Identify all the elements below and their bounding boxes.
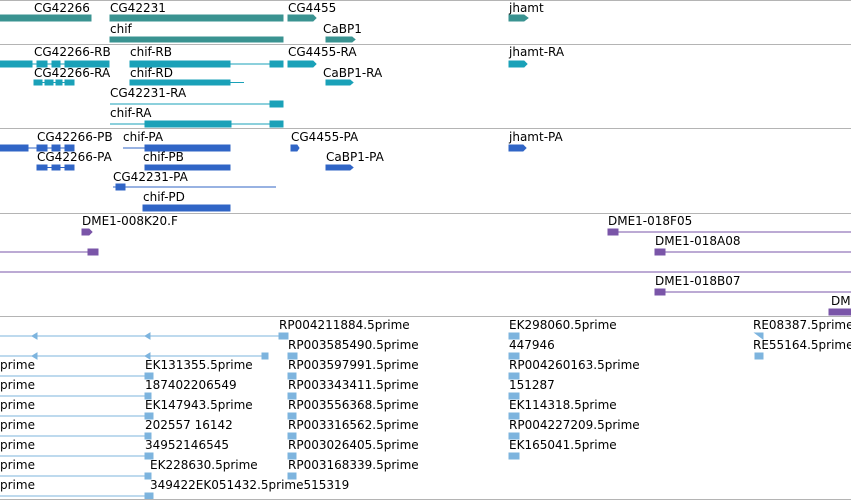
feature-label[interactable]: CaBP1 [323, 22, 362, 36]
feature-label[interactable]: chif-PB [143, 150, 184, 164]
track-separator [0, 0, 851, 1]
protein-jhamt-PA[interactable] [508, 144, 527, 152]
track-separator [0, 499, 851, 500]
transcript-track-glyphs [0, 60, 528, 128]
feature-label[interactable]: 447946 [509, 338, 555, 352]
feature-label[interactable]: chif-PA [123, 130, 164, 144]
feature-label[interactable]: CG42231-PA [113, 170, 188, 184]
feature-label[interactable]: RP003168339.5prime [288, 458, 419, 472]
feature-label[interactable]: prime [0, 438, 35, 452]
feature-label[interactable]: 151287 [509, 378, 555, 392]
feature-label[interactable]: RE08387.5prime [753, 318, 851, 332]
feature-label[interactable]: chif-PD [143, 190, 185, 204]
feature-label[interactable]: EK114318.5prime [509, 398, 617, 412]
feature-label[interactable]: CG42231 [110, 1, 166, 15]
protein-CG42266-PB[interactable] [0, 144, 29, 152]
feature-label[interactable]: prime [0, 458, 35, 472]
track-separator [0, 316, 851, 317]
feature-label[interactable]: jhamt-PA [509, 130, 563, 144]
est-RP003585490[interactable] [287, 352, 298, 360]
bac-DME1-008K20.F[interactable] [81, 228, 93, 236]
transcript-jhamt-RA[interactable] [508, 60, 528, 68]
feature-label[interactable]: chif-RD [130, 66, 174, 80]
feature-label[interactable]: EK298060.5prime [509, 318, 617, 332]
track-separator [0, 213, 851, 214]
gene-CG4455[interactable] [287, 14, 317, 22]
feature-label[interactable]: CG4455-PA [291, 130, 359, 144]
est-447946[interactable] [508, 352, 520, 360]
feature-label[interactable]: chif [110, 22, 132, 36]
feature-label[interactable]: CG42266-RA [34, 66, 111, 80]
feature-label[interactable]: jhamt-RA [509, 45, 565, 59]
feature-label[interactable]: CaBP1-PA [326, 150, 384, 164]
feature-label[interactable]: DME1-008K20.F [82, 214, 178, 228]
transcript-chif-RD[interactable] [129, 79, 231, 86]
gene-jhamt[interactable] [508, 14, 529, 22]
feature-label[interactable]: RP003556368.5prime [288, 398, 419, 412]
protein-CG4455-PA[interactable] [290, 144, 300, 152]
feature-label[interactable]: RP003316562.5prime [288, 418, 419, 432]
transcript-CG4455-RA[interactable] [287, 60, 317, 68]
transcript-CG42266-RB[interactable] [0, 60, 33, 68]
feature-label[interactable]: EK165041.5prime [509, 438, 617, 452]
gene-track-glyphs [0, 14, 529, 43]
feature-label[interactable]: DME1-018F05 [608, 214, 693, 228]
track-separator [0, 44, 851, 45]
feature-label[interactable]: CG4455-RA [288, 45, 357, 59]
feature-label[interactable]: CG42266 [34, 1, 90, 15]
feature-label[interactable]: CG42266-PA [37, 150, 112, 164]
feature-label[interactable]: prime [0, 398, 35, 412]
feature-label[interactable]: RP004211884.5prime [279, 318, 410, 332]
feature-label[interactable]: EK228630.5prime [150, 458, 258, 472]
est-EK298060[interactable] [508, 332, 520, 340]
feature-label[interactable]: RP003026405.5prime [288, 438, 419, 452]
protein-chif-PB[interactable] [144, 164, 231, 171]
feature-label[interactable]: prime [0, 378, 35, 392]
feature-label[interactable]: prime [0, 478, 35, 492]
est-track-glyphs [0, 332, 764, 500]
feature-label[interactable]: RP003343411.5prime [288, 378, 419, 392]
protein-track-glyphs [0, 144, 527, 212]
transcript-CaBP1-RA[interactable] [325, 79, 354, 86]
feature-label[interactable]: 187402206549 [145, 378, 237, 392]
gene-CG42231[interactable] [109, 14, 284, 22]
feature-label[interactable]: RP004227209.5prime [509, 418, 640, 432]
feature-label[interactable]: CaBP1-RA [323, 66, 383, 80]
feature-label[interactable]: prime [0, 358, 35, 372]
feature-label[interactable]: chif-RB [130, 45, 173, 59]
feature-label[interactable]: RE55164.5prime [753, 338, 851, 352]
feature-label[interactable]: CG42266-PB [37, 130, 113, 144]
feature-label[interactable]: DME1-018A08 [655, 234, 741, 248]
feature-label[interactable]: jhamt [509, 1, 544, 15]
protein-chif-PD[interactable] [142, 204, 231, 212]
est-RE55164[interactable] [754, 352, 764, 360]
feature-label[interactable]: 349422EK051432.5prime515319 [150, 478, 350, 492]
feature-label[interactable]: RP003597991.5prime [288, 358, 419, 372]
feature-label[interactable]: 34952146545 [145, 438, 229, 452]
est-RE08387[interactable] [753, 332, 764, 340]
feature-label[interactable]: DME1-018B07 [655, 274, 741, 288]
feature-label[interactable]: CG42266-RB [34, 45, 111, 59]
feature-label[interactable]: 202557 16142 [145, 418, 233, 432]
bac-clone-track-glyphs [0, 228, 851, 316]
feature-label[interactable]: EK147943.5prime [145, 398, 253, 412]
feature-label[interactable]: CG42231-RA [110, 86, 187, 100]
feature-label[interactable]: CG4455 [288, 1, 337, 15]
gene-CG42266[interactable] [0, 14, 92, 22]
feature-label[interactable]: RP004260163.5prime [509, 358, 640, 372]
gene-CaBP1[interactable] [325, 36, 356, 43]
feature-label[interactable]: prime [0, 418, 35, 432]
feature-label[interactable]: RP003585490.5prime [288, 338, 419, 352]
track-separator [0, 128, 851, 129]
gene-chif[interactable] [109, 36, 284, 43]
feature-label[interactable]: EK131355.5prime [145, 358, 253, 372]
feature-label[interactable]: DM [831, 294, 851, 308]
feature-label[interactable]: chif-RA [110, 106, 152, 120]
protein-CaBP1-PA[interactable] [325, 164, 354, 171]
